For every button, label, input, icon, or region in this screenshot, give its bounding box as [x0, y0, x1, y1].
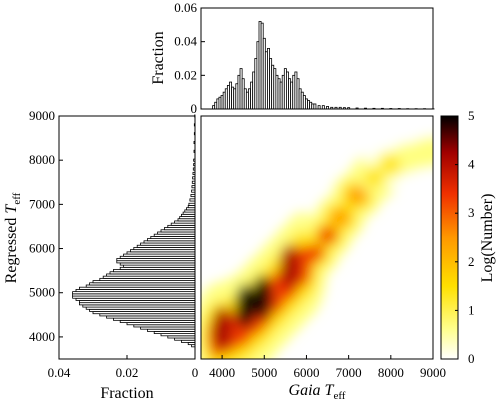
- density-peak: [279, 244, 300, 289]
- density-blob: [305, 243, 325, 263]
- density-frame: [200, 115, 434, 360]
- top-histogram-bar: [317, 105, 321, 110]
- colorbar-tick-label: 0: [468, 351, 475, 366]
- density-blob: [347, 186, 367, 205]
- colorbar-tick-label: 5: [468, 108, 475, 123]
- colorbar-tick-label: 1: [468, 302, 475, 317]
- top-histogram-bar: [313, 103, 317, 110]
- left-histogram-y-ticks: 4000 5000 6000 7000 8000 9000: [29, 108, 63, 344]
- left-histogram-x-label: Fraction: [100, 385, 153, 402]
- top-y-tick-label: 0.06: [174, 0, 197, 15]
- top-histogram-frame: [200, 7, 434, 110]
- left-y-tick-label: 8000: [29, 152, 55, 167]
- left-histogram-bar: [188, 202, 196, 206]
- density-peak: [235, 283, 256, 328]
- density-x-tick-label: 5000: [251, 365, 277, 380]
- left-histogram-bar: [191, 189, 196, 193]
- left-x-tick-label: 0.04: [48, 365, 71, 380]
- density-x-label: Gaia Teff: [289, 382, 346, 402]
- top-histogram-y-ticks: 0 0.02 0.04 0.06: [174, 0, 205, 116]
- colorbar-tick-label: 2: [468, 254, 475, 269]
- colorbar-tick-label: 4: [468, 157, 475, 172]
- colorbar-label: Log(Number): [479, 194, 496, 283]
- density-x-tick-label: 9000: [420, 365, 446, 380]
- left-histogram-y-label: Regressed Teff: [3, 192, 23, 283]
- density-panel: 4000 5000 6000 7000 8000 9000 Gaia Teff: [200, 115, 446, 402]
- left-x-tick-label: 0.02: [116, 365, 139, 380]
- top-y-tick-label: 0: [191, 101, 198, 116]
- colorbar-tick-label: 3: [468, 205, 475, 220]
- top-y-tick-label: 0.02: [174, 67, 197, 82]
- density-blob: [317, 226, 338, 245]
- left-y-tick-label: 6000: [29, 241, 55, 256]
- left-histogram-bar: [190, 194, 196, 198]
- colorbar: 0 1 2 3 4 5 Log(Number): [440, 108, 496, 366]
- left-histogram-bar: [189, 198, 196, 202]
- colorbar-gradient: [440, 115, 459, 360]
- density-x-ticks: 4000 5000 6000 7000 8000 9000: [209, 355, 446, 380]
- left-histogram: 0.04 0.02 0 4000 5000 6000 7000 8000 9000 Fract…: [3, 108, 198, 402]
- left-y-tick-label: 9000: [29, 108, 55, 123]
- left-y-tick-label: 5000: [29, 285, 55, 300]
- density-blob: [397, 148, 418, 168]
- colorbar-ticks: 0 1 2 3 4 5: [455, 108, 475, 366]
- top-histogram-bar: [321, 105, 325, 110]
- density-blob: [381, 155, 401, 174]
- density-x-tick-label: 7000: [336, 365, 362, 380]
- density-peak: [252, 275, 273, 320]
- density-blob: [330, 208, 350, 227]
- top-histogram: 0 0.02 0.04 0.06 Fraction: [150, 0, 435, 116]
- density-x-tick-label: 8000: [378, 365, 404, 380]
- density-peak: [212, 306, 233, 351]
- left-histogram-bars: [72, 114, 196, 348]
- top-y-tick-label: 0.04: [174, 34, 197, 49]
- top-histogram-bars: [212, 21, 435, 110]
- left-x-tick-label: 0: [192, 365, 199, 380]
- top-histogram-y-label: Fraction: [150, 31, 167, 84]
- left-y-tick-label: 4000: [29, 329, 55, 344]
- density-blob: [364, 168, 384, 187]
- density-blob: [423, 142, 433, 161]
- density-x-tick-label: 4000: [209, 365, 235, 380]
- density-map: [201, 127, 433, 359]
- density-x-tick-label: 6000: [293, 365, 319, 380]
- left-histogram-x-ticks: 0.04 0.02 0: [48, 355, 199, 380]
- left-y-tick-label: 7000: [29, 196, 55, 211]
